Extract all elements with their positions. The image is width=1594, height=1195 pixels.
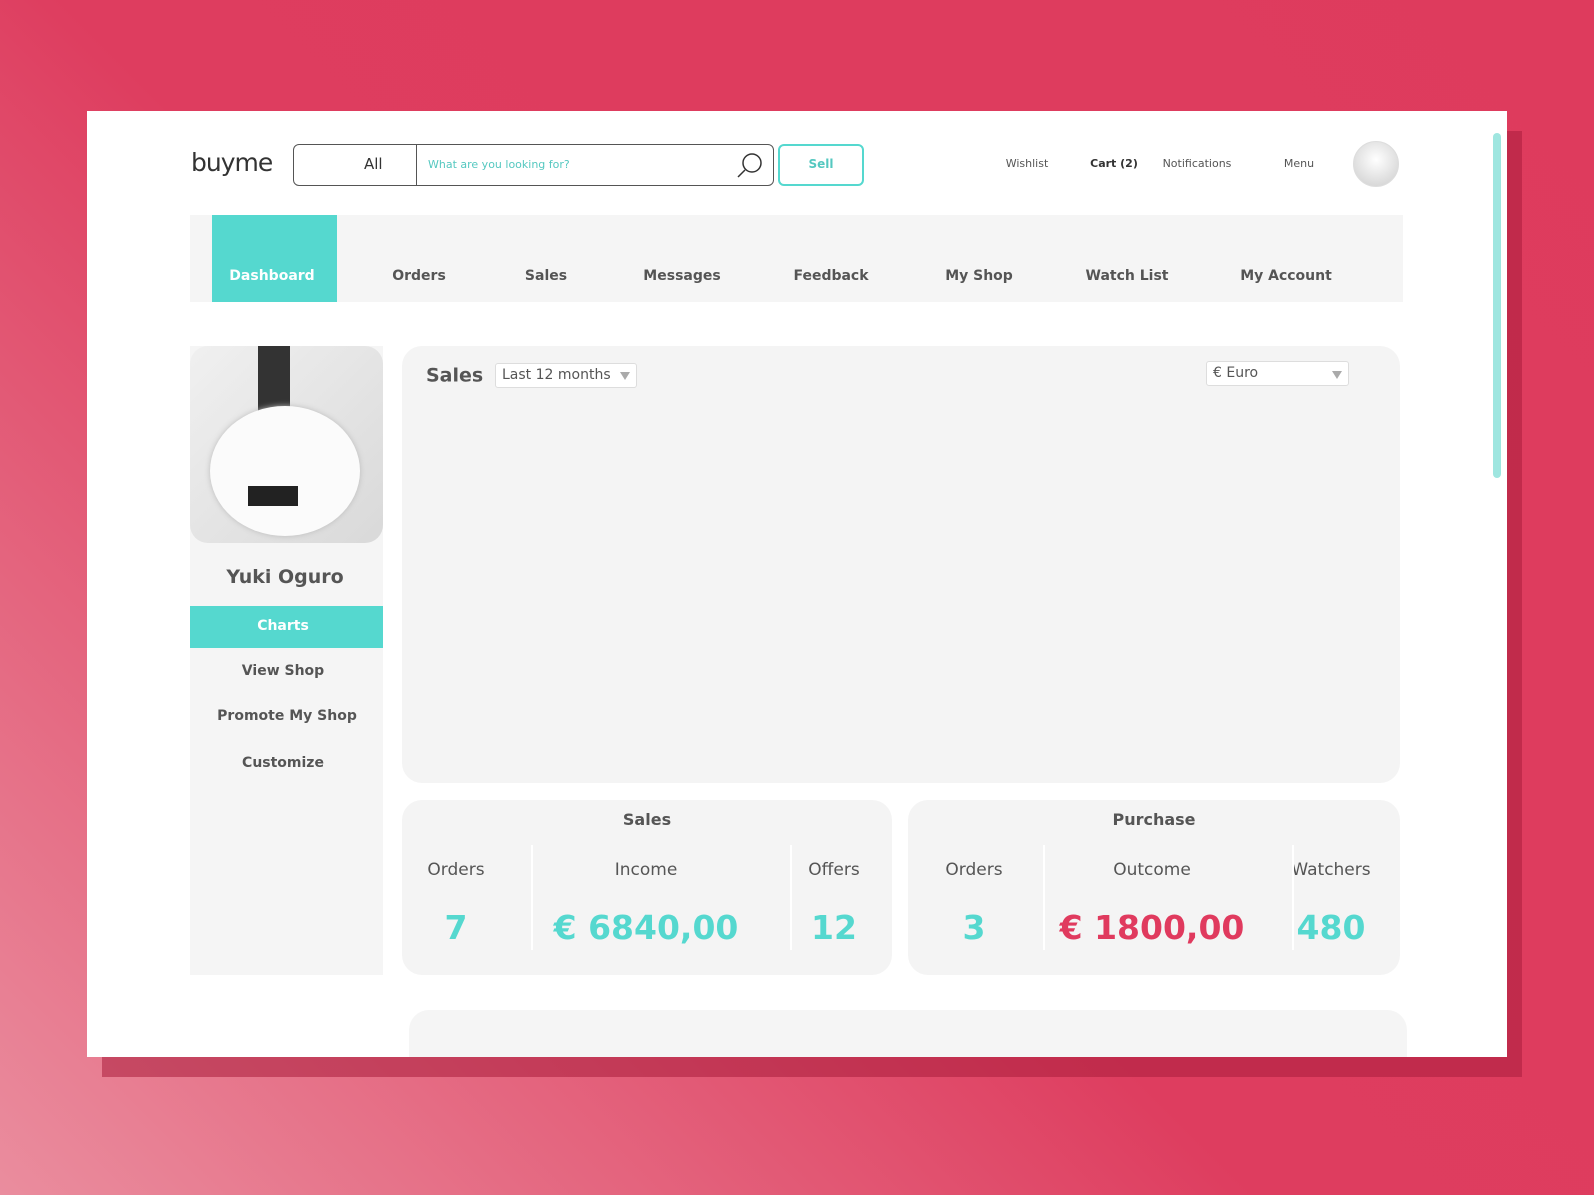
nav-active [212,215,337,302]
scrollbar[interactable] [1493,133,1501,478]
menu-item[interactable]: Promote My Shop [217,708,357,724]
dropdown-arrow [1332,371,1342,379]
divider [1291,845,1294,950]
dropdown-arrow [620,372,630,380]
search-icon[interactable]: -1000-50005001000150020002500JanFebMarAp… [734,151,764,181]
header-link[interactable]: Cart (2) [1090,157,1138,170]
nav-item[interactable]: Watch List [1085,268,1169,284]
summary-title: Purchase [1112,810,1196,829]
logo[interactable]: buyme [191,148,273,177]
bottom-panel [409,1010,1407,1057]
period: Last 12 months [502,367,611,383]
stat-value: 480 [1296,908,1366,947]
currency-select[interactable]: € Euro [1206,361,1349,386]
nav-item[interactable]: Feedback [793,268,869,284]
divider [790,845,792,950]
menu-item[interactable]: View Shop [241,663,325,679]
menu-active [190,606,383,648]
header-link[interactable]: Notifications [1162,157,1232,170]
sales-summary [402,800,892,975]
nav-bar [190,215,1403,302]
stat-value: € 1800,00 [1059,908,1245,947]
divider [531,845,533,950]
search-input[interactable]: What are you looking for? [428,158,570,171]
stat-value: 12 [811,908,857,947]
nav-item[interactable]: Messages [643,268,721,284]
pickup [248,486,298,506]
stat-label: Outcome [1113,860,1191,880]
divider [1043,845,1045,950]
divider [416,145,417,185]
avatar[interactable] [1353,141,1399,187]
nav-item[interactable]: Sales [524,268,568,284]
header-link[interactable]: Menu [1283,157,1315,170]
nav-item[interactable]: Dashboard [229,268,315,284]
profile-name: Yuki Oguro [226,566,344,588]
stat-label: Orders [427,860,485,880]
stat-label: Income [614,860,678,880]
summary-title: Sales [622,810,672,829]
purchase-summary [908,800,1400,975]
currency: € Euro [1213,365,1259,381]
nav-item[interactable]: My Shop [945,268,1013,284]
search-category[interactable]: All [364,155,383,173]
nav-item[interactable]: Orders [392,268,446,284]
search-box: All What are you looking for? -1000-5000… [293,144,774,186]
period-select[interactable]: Last 12 months [495,363,637,388]
profile-photo [190,346,383,543]
stat-label: Offers [808,860,860,880]
guitar-body [210,406,360,536]
stat-value: € 6840,00 [553,908,739,947]
nav-item[interactable]: My Account [1240,268,1332,284]
chart: Sales [426,365,1342,387]
sidebar [190,346,383,975]
stat-label: Orders [945,860,1003,880]
sell-button[interactable]: Sell [778,144,864,186]
stat-value: 3 [962,908,986,947]
stat-value: 7 [444,908,468,947]
stat-label: Watchers [1291,860,1371,880]
chart-panel [402,346,1400,783]
header-link[interactable]: Wishlist [1005,157,1049,170]
chart-title: Sales [426,365,483,387]
menu-item[interactable]: Customize [242,755,324,771]
menu-item[interactable]: Charts [257,618,309,634]
